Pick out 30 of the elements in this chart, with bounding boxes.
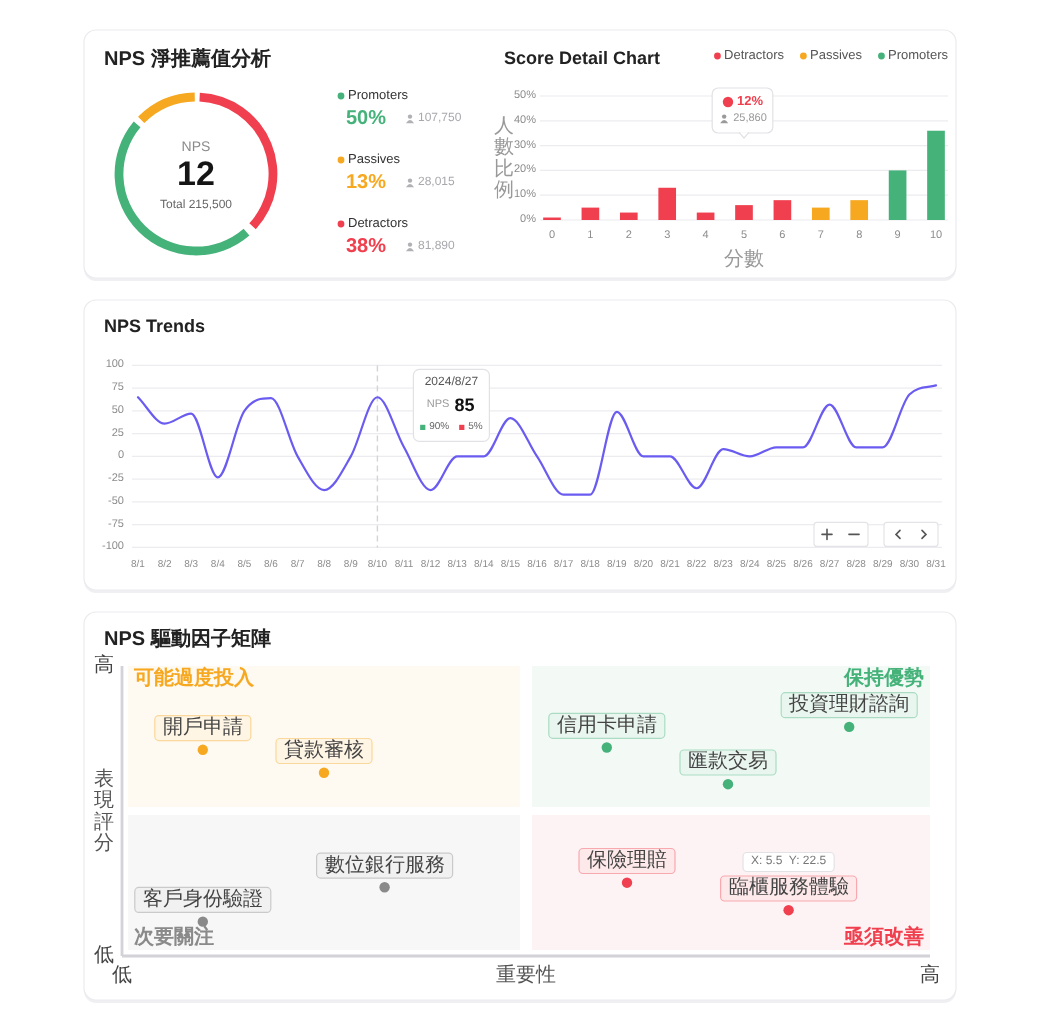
title: NPS 驅動因子矩陣 [104, 629, 271, 651]
tick-label: 低 [112, 965, 132, 987]
axis-title: 分數 [724, 249, 764, 271]
axis-title: 表現評分 [94, 767, 114, 855]
annotation: 85 [454, 395, 475, 416]
axis-end-label: 低 [94, 945, 114, 967]
title: Score Detail Chart [504, 48, 661, 68]
axis-end-label: 高 [94, 655, 114, 677]
annotation: 保險理賠 [587, 850, 667, 872]
annotation: 開戶申請 [162, 717, 243, 740]
annotation: 臨櫃服務體驗 [728, 877, 849, 900]
annotation: 數位銀行服務 [324, 854, 445, 877]
series-label: 亟須改善 [844, 927, 924, 949]
annotation: 貸款審核 [284, 740, 364, 762]
value-label: 13% [346, 172, 387, 194]
tick-label: 高 [920, 965, 940, 987]
series-label: 保持優勢 [844, 668, 924, 690]
axis-title: 重要性 [496, 965, 556, 987]
series-label: 次要關注 [134, 927, 214, 949]
annotation: 信用卡申請 [556, 714, 657, 737]
annotation: 12 [177, 155, 215, 193]
value-label: 50% [346, 108, 387, 130]
annotation: 客戶身份驗證 [142, 888, 263, 911]
title: NPS Trends [104, 316, 206, 336]
series-label: 可能過度投入 [134, 668, 254, 690]
annotation: 投資理財諮詢 [789, 694, 910, 717]
annotation: 匯款交易 [688, 751, 768, 774]
value-label: 38% [346, 236, 387, 258]
axis-title: 人數比例 [494, 114, 514, 202]
title: NPS 淨推薦值分析 [104, 49, 271, 71]
